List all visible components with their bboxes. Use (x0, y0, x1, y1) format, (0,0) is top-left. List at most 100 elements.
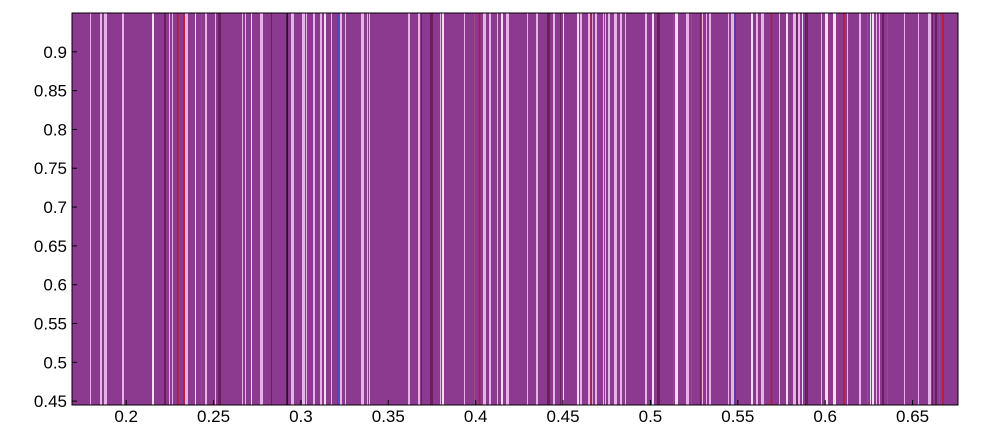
y-tick-label: 0.5 (43, 353, 67, 372)
heatmap-stripe (802, 13, 803, 405)
heatmap-stripe (464, 13, 465, 405)
heatmap-stripe (675, 13, 678, 405)
heatmap-stripe (625, 13, 626, 405)
heatmap-stripe (483, 13, 486, 405)
y-axis: 0.9 0.85 0.8 0.75 0.7 0.65 0.6 0.55 0.5 0.45 (34, 43, 77, 411)
x-tick-label: 0.35 (372, 407, 405, 424)
heatmap-stripe (702, 13, 703, 405)
heatmap-stripe (440, 13, 441, 405)
y-tick-label: 0.85 (34, 82, 67, 101)
heatmap-stripe (169, 13, 170, 405)
x-tick-label: 0.55 (721, 407, 754, 424)
heatmap-stripe (245, 13, 246, 405)
heatmap-stripe (251, 13, 252, 405)
heatmap-stripe (215, 13, 216, 405)
heatmap-stripe (320, 13, 322, 405)
x-axis: 0.2 0.25 0.3 0.35 0.4 0.45 0.5 0.55 0.6 0.65 (114, 400, 929, 424)
heatmap-stripe (560, 13, 561, 405)
heatmap-stripe (430, 13, 433, 405)
heatmap-stripe (691, 13, 692, 405)
heatmap-stripe (652, 13, 654, 405)
heatmap-stripe (313, 13, 315, 405)
heatmap-stripe (825, 13, 828, 405)
y-tick-label: 0.55 (34, 314, 67, 333)
heatmap-stripe (553, 13, 555, 405)
heatmap-stripe (90, 13, 91, 405)
heatmap-stripe (172, 13, 173, 405)
heatmap-stripe (761, 13, 764, 405)
heatmap-stripe (904, 13, 905, 405)
heatmap-stripe (331, 13, 332, 405)
accent-lines (176, 13, 944, 405)
heatmap-stripe (728, 13, 729, 405)
heatmap-stripe (867, 13, 868, 405)
heatmap-stripe (756, 13, 758, 405)
heatmap-stripe (786, 13, 788, 405)
heatmap-stripe (706, 13, 707, 405)
y-tick-label: 0.6 (43, 276, 67, 295)
heatmap-stripe (595, 13, 597, 405)
heatmap-stripe (798, 13, 800, 405)
heatmap-stripe (805, 13, 808, 405)
heatmap-stripe (563, 13, 564, 405)
y-tick-label: 0.45 (34, 392, 67, 411)
y-tick-label: 0.8 (43, 120, 67, 139)
heatmap-stripe (201, 13, 202, 405)
heatmap-stripe (779, 13, 780, 405)
heatmap-stripe (577, 13, 579, 405)
heatmap-stripe (870, 13, 871, 405)
heatmap-stripe (122, 13, 124, 405)
heatmap-stripe (306, 13, 307, 405)
heatmap-stripe (218, 13, 221, 405)
heatmap-stripe (527, 13, 528, 405)
heatmap-stripe (751, 13, 753, 405)
x-tick-label: 0.3 (289, 407, 313, 424)
heatmap-stripe (361, 13, 364, 405)
heatmap-stripe (932, 13, 933, 405)
heatmap-stripe (620, 13, 622, 405)
heatmap-stripe (497, 13, 498, 405)
heatmap-stripe (506, 13, 509, 405)
y-tick-label: 0.9 (43, 43, 67, 62)
heatmap-stripe (369, 13, 370, 405)
y-tick-label: 0.75 (34, 159, 67, 178)
heatmap-stripe (833, 13, 836, 405)
heatmap-stripe (418, 13, 420, 405)
heatmap-stripe (421, 13, 422, 405)
x-tick-label: 0.6 (813, 407, 837, 424)
heatmap-stripe (164, 13, 166, 405)
x-tick-label: 0.2 (114, 407, 138, 424)
heatmap-stripe (271, 13, 272, 405)
heatmap-stripe (935, 13, 937, 405)
heatmap-stripe (367, 13, 368, 405)
heatmap-stripe (291, 13, 294, 405)
heatmap-stripe (340, 13, 342, 405)
heatmap-stripe (876, 13, 877, 405)
heatmap-stripe (928, 13, 931, 405)
heatmap-stripe (580, 13, 582, 405)
heatmap-stripe (242, 13, 243, 405)
heatmap-stripe (608, 13, 610, 405)
heatmap-stripe (302, 13, 305, 405)
heatmap-stripe (104, 13, 107, 405)
heatmap-stripe (918, 13, 919, 405)
heatmap-stripe (847, 13, 848, 405)
heatmap-stripe (536, 13, 538, 405)
plot-frame (71, 12, 959, 406)
heatmap-stripe (673, 13, 674, 405)
heatmap-stripe (442, 13, 444, 405)
heatmap-stripe (939, 13, 940, 405)
heatmap-stripe (345, 13, 346, 405)
heatmap-stripe (700, 13, 701, 405)
heatmap-stripe (185, 13, 188, 405)
x-tick-label: 0.25 (197, 407, 230, 424)
heatmap-stripe (859, 13, 861, 405)
heatmap-stripe (686, 13, 689, 405)
x-tick-label: 0.5 (639, 407, 663, 424)
heatmap-stripe (645, 13, 647, 405)
heatmap-stripe (657, 13, 660, 405)
plot-area (72, 13, 958, 405)
heatmap-stripe (260, 13, 263, 405)
heatmap-stripe (588, 13, 590, 405)
